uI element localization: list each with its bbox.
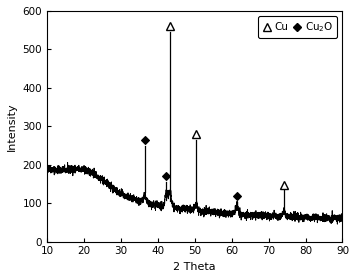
X-axis label: 2 Theta: 2 Theta	[173, 262, 216, 272]
Y-axis label: Intensity: Intensity	[7, 102, 17, 151]
Legend: Cu, Cu$_2$O: Cu, Cu$_2$O	[258, 16, 337, 38]
